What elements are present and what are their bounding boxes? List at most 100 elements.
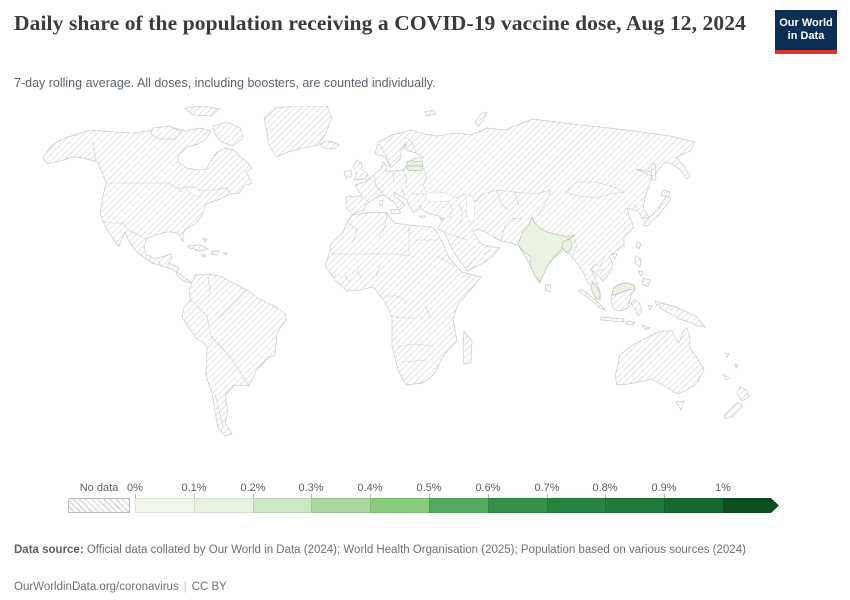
region-australia[interactable] xyxy=(614,327,705,395)
region-arctic-island-victoria[interactable] xyxy=(150,125,182,140)
legend-segment-3[interactable] xyxy=(311,494,371,513)
region-novaya-zemlya[interactable] xyxy=(474,111,488,127)
legend-tick-1: 0.1% xyxy=(181,482,207,494)
footer-divider: | xyxy=(183,580,187,593)
region-arctic-island-ellesmere[interactable] xyxy=(184,106,221,117)
world-map[interactable] xyxy=(35,106,815,466)
great-lakes xyxy=(183,185,203,197)
region-iceland[interactable] xyxy=(319,140,340,150)
world-map-svg[interactable] xyxy=(35,106,815,466)
region-philippines-visayas[interactable] xyxy=(637,270,644,277)
highlighted-countries[interactable] xyxy=(405,159,636,300)
lakes xyxy=(177,185,476,224)
legend-segment-6[interactable] xyxy=(487,494,547,513)
legend-segment-1[interactable] xyxy=(193,494,253,513)
no-data-swatch[interactable] xyxy=(68,498,130,513)
region-java[interactable] xyxy=(600,316,625,323)
region-lesser-sunda[interactable] xyxy=(625,320,636,326)
region-hainan[interactable] xyxy=(611,253,618,260)
region-greenland[interactable] xyxy=(263,106,333,158)
country-india[interactable] xyxy=(517,216,576,283)
owid-url-link[interactable]: OurWorldinData.org/coronavirus xyxy=(14,580,179,593)
legend-segment-above-max[interactable] xyxy=(723,498,779,513)
region-ireland[interactable] xyxy=(343,169,353,179)
owid-logo[interactable]: Our World in Data xyxy=(775,10,837,54)
region-sri-lanka[interactable] xyxy=(544,283,552,293)
data-source-text: Official data collated by Our World in D… xyxy=(83,543,746,556)
chart-subtitle: 7-day rolling average. All doses, includ… xyxy=(14,76,436,90)
legend-tick-4: 0.4% xyxy=(357,482,383,494)
region-vanuatu[interactable] xyxy=(734,363,739,369)
region-south-america[interactable] xyxy=(181,273,287,437)
region-halmahera[interactable] xyxy=(654,300,660,307)
legend-tick-2: 0.2% xyxy=(240,482,266,494)
data-source-note: Data source: Official data collated by O… xyxy=(14,543,756,558)
region-japan-hokkaido[interactable] xyxy=(660,189,671,199)
license-link[interactable]: CC BY xyxy=(191,580,227,593)
legend-tick-8: 0.8% xyxy=(592,482,618,494)
region-sumatra[interactable] xyxy=(578,288,607,311)
region-new-zealand-north[interactable] xyxy=(736,386,750,402)
region-svalbard[interactable] xyxy=(424,109,437,117)
region-great-britain[interactable] xyxy=(352,159,369,181)
black-sea xyxy=(424,191,455,202)
page-title: Daily share of the population receiving … xyxy=(14,11,746,35)
region-cuba[interactable] xyxy=(185,244,210,252)
footer-links: OurWorldinData.org/coronavirus | CC BY xyxy=(14,581,227,593)
region-cyprus[interactable] xyxy=(439,217,445,221)
map-legend: No data 0% 0.1% 0.2% 0.3% 0.4% 0.5% 0.6%… xyxy=(0,478,850,520)
region-moluccas[interactable] xyxy=(647,304,653,311)
region-arctic-island-baffin[interactable] xyxy=(212,121,244,147)
region-philippines-luzon[interactable] xyxy=(634,255,642,268)
owid-logo-line1: Our World xyxy=(779,17,833,30)
owid-logo-line2: in Data xyxy=(787,30,825,42)
country-lithuania[interactable] xyxy=(405,165,424,172)
region-north-america[interactable] xyxy=(42,127,253,284)
region-puerto-rico[interactable] xyxy=(221,252,228,256)
region-philippines-mindanao[interactable] xyxy=(641,277,651,288)
legend-tick-10: 1% xyxy=(715,482,731,494)
legend-tick-7: 0.7% xyxy=(534,482,560,494)
region-taiwan[interactable] xyxy=(635,241,642,250)
region-madagascar[interactable] xyxy=(462,330,473,365)
region-africa[interactable] xyxy=(324,211,482,386)
region-new-zealand-south[interactable] xyxy=(723,401,744,420)
legend-segment-0[interactable] xyxy=(135,494,194,513)
legend-tick-6: 0.6% xyxy=(475,482,501,494)
region-crete[interactable] xyxy=(418,215,426,219)
country-malaysia-borneo[interactable] xyxy=(611,282,636,296)
caspian-sea xyxy=(465,194,476,224)
legend-tick-5: 0.5% xyxy=(416,482,442,494)
region-sicily[interactable] xyxy=(389,208,402,215)
region-tasmania[interactable] xyxy=(675,400,685,411)
no-data-landmasses[interactable] xyxy=(42,106,750,437)
region-japan-honshu[interactable] xyxy=(642,195,672,227)
region-sakhalin[interactable] xyxy=(650,163,657,181)
legend-segment-5[interactable] xyxy=(428,494,488,513)
legend-segment-4[interactable] xyxy=(370,494,429,513)
region-jamaica[interactable] xyxy=(199,254,207,258)
region-new-guinea[interactable] xyxy=(658,302,706,328)
region-bahamas[interactable] xyxy=(202,237,208,243)
legend-segment-2[interactable] xyxy=(252,494,312,513)
legend-tick-0: 0% xyxy=(127,482,143,494)
region-timor[interactable] xyxy=(640,324,651,331)
region-new-caledonia[interactable] xyxy=(722,372,730,381)
region-sardinia-corsica[interactable] xyxy=(378,199,384,206)
legend-segment-9[interactable] xyxy=(664,494,723,513)
legend-segment-7[interactable] xyxy=(546,494,606,513)
country-malaysia-peninsula[interactable] xyxy=(590,281,601,300)
no-data-label: No data xyxy=(79,482,119,494)
legend-tick-9: 0.9% xyxy=(651,482,677,494)
legend-color-bar xyxy=(135,498,779,513)
country-borders xyxy=(92,136,639,427)
country-bangladesh[interactable] xyxy=(561,238,573,254)
lake-winnipeg xyxy=(177,187,183,193)
region-hispaniola[interactable] xyxy=(210,250,220,256)
region-fiji[interactable] xyxy=(724,352,730,358)
data-source-label: Data source: xyxy=(14,543,84,556)
legend-segment-8[interactable] xyxy=(605,494,665,513)
legend-tick-3: 0.3% xyxy=(298,482,324,494)
region-sulawesi[interactable] xyxy=(630,299,643,317)
